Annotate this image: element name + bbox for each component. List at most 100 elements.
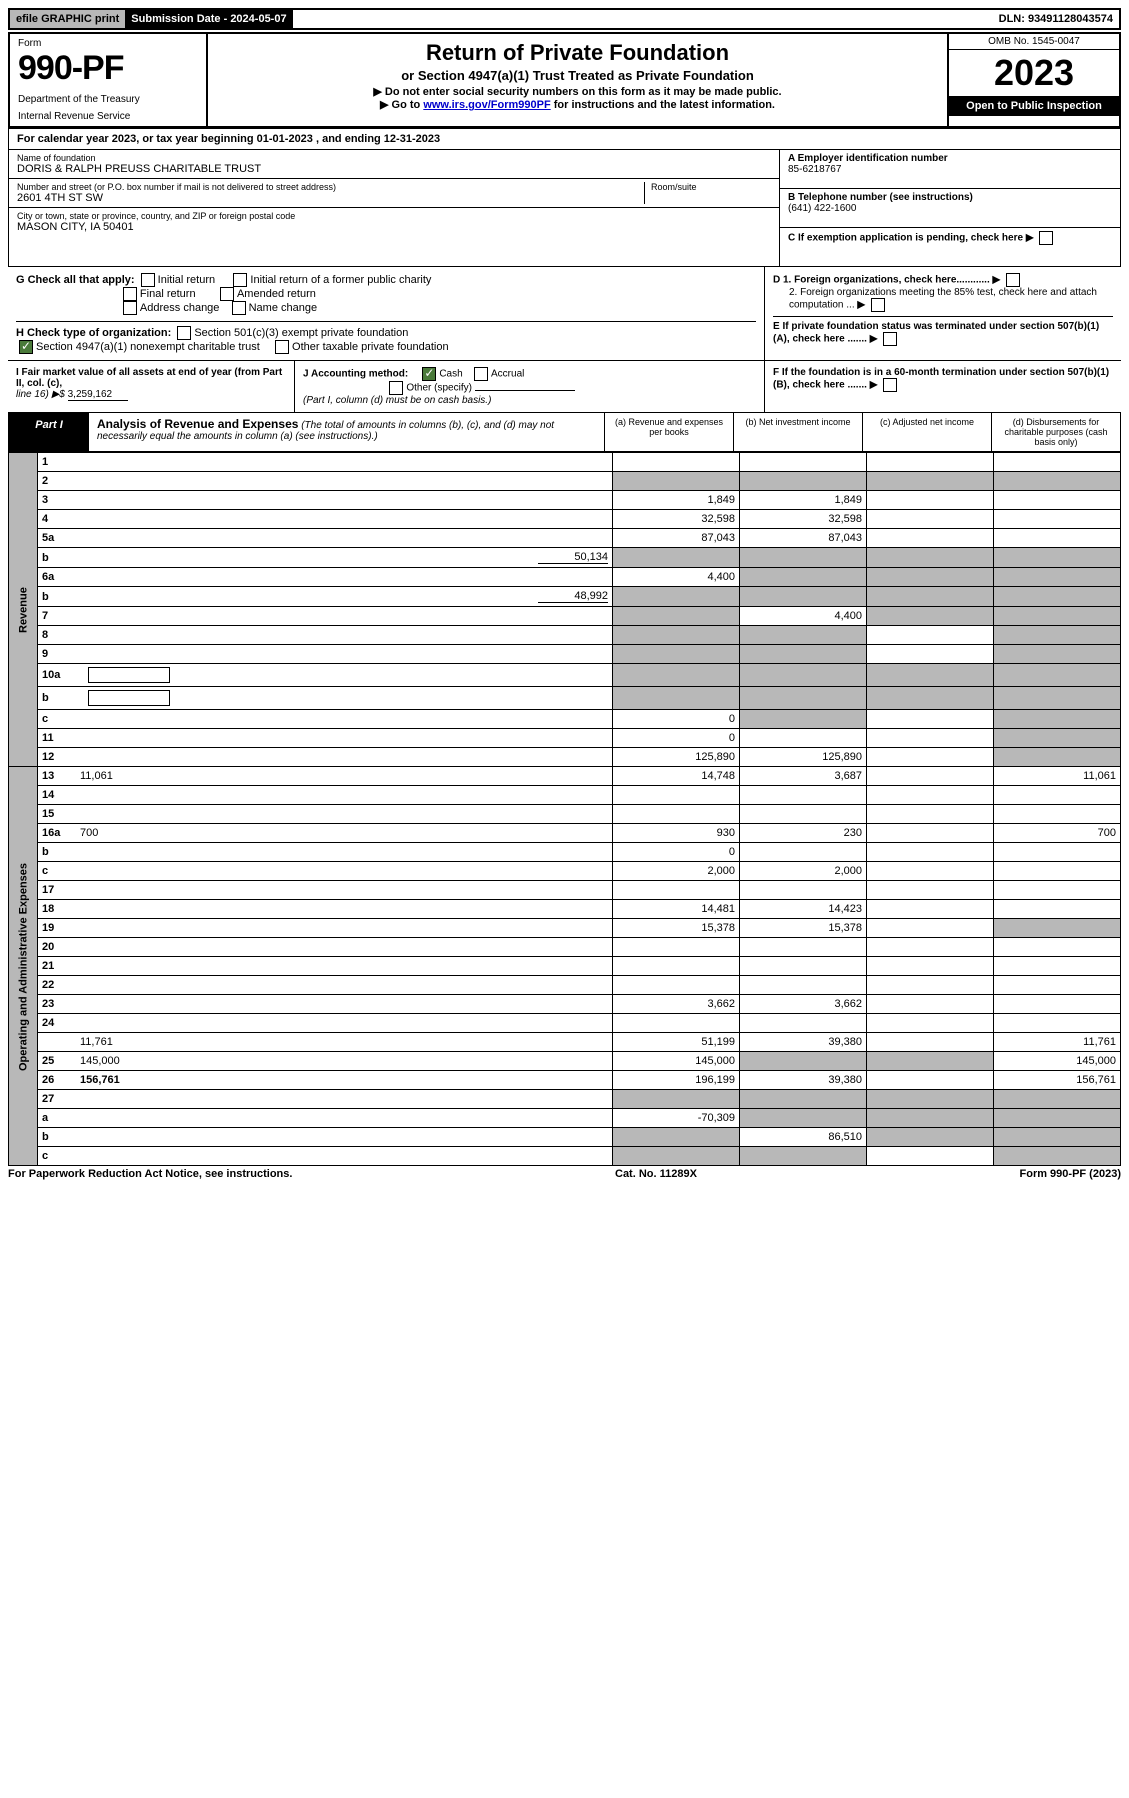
exemption-cell: C If exemption application is pending, c… xyxy=(780,228,1120,266)
col-b-value: 125,890 xyxy=(740,748,867,767)
cash-checkbox[interactable] xyxy=(422,367,436,381)
form-subtitle: or Section 4947(a)(1) Trust Treated as P… xyxy=(218,68,937,83)
exemption-label: C If exemption application is pending, c… xyxy=(788,233,1023,244)
col-a-value: 125,890 xyxy=(613,748,740,767)
col-c-value xyxy=(867,453,994,472)
col-d-value xyxy=(994,710,1121,729)
col-c-value xyxy=(867,1090,994,1109)
dept-treasury: Department of the Treasury xyxy=(18,94,198,105)
final-return-checkbox[interactable] xyxy=(123,287,137,301)
col-c-value xyxy=(867,1014,994,1033)
col-a-value: 0 xyxy=(613,729,740,748)
goto-pre: ▶ Go to xyxy=(380,99,423,111)
initial-former-checkbox[interactable] xyxy=(233,273,247,287)
line-number: 14 xyxy=(38,786,77,805)
fmv-value: 3,259,162 xyxy=(68,389,128,401)
col-b-value: 2,000 xyxy=(740,862,867,881)
col-c-header: (c) Adjusted net income xyxy=(862,413,991,451)
col-b-value xyxy=(740,843,867,862)
col-c-value xyxy=(867,938,994,957)
line-description xyxy=(76,748,613,767)
col-d-value xyxy=(994,995,1121,1014)
4947a1-checkbox[interactable] xyxy=(19,340,33,354)
form-number: 990-PF xyxy=(18,49,198,88)
col-b-value xyxy=(740,1090,867,1109)
col-b-value: 3,662 xyxy=(740,995,867,1014)
line-description xyxy=(76,1090,613,1109)
addr-label: Number and street (or P.O. box number if… xyxy=(17,182,644,192)
part1-title: Analysis of Revenue and Expenses xyxy=(97,417,298,431)
line-number xyxy=(38,1033,77,1052)
foreign-85-checkbox[interactable] xyxy=(871,298,885,312)
ein-cell: A Employer identification number 85-6218… xyxy=(780,150,1120,189)
amended-return-checkbox[interactable] xyxy=(220,287,234,301)
line-number: 19 xyxy=(38,919,77,938)
col-c-value xyxy=(867,1147,994,1166)
table-row: 11 0 xyxy=(9,729,1121,748)
address-change-checkbox[interactable] xyxy=(123,301,137,315)
exemption-checkbox[interactable] xyxy=(1039,231,1053,245)
table-row: 22 xyxy=(9,976,1121,995)
col-b-value xyxy=(740,976,867,995)
line-description: 50,134 xyxy=(76,548,613,568)
col-d-value xyxy=(994,687,1121,710)
other-method-checkbox[interactable] xyxy=(389,381,403,395)
col-a-value: 4,400 xyxy=(613,568,740,587)
h-opt1: Section 501(c)(3) exempt private foundat… xyxy=(194,327,408,339)
col-b-value: 39,380 xyxy=(740,1033,867,1052)
line-number: 11 xyxy=(38,729,77,748)
line-number: 4 xyxy=(38,510,77,529)
col-a-value: 145,000 xyxy=(613,1052,740,1071)
e-label: E If private foundation status was termi… xyxy=(773,321,1099,345)
foreign-org-checkbox[interactable] xyxy=(1006,273,1020,287)
col-b-value xyxy=(740,957,867,976)
line-description xyxy=(76,729,613,748)
other-specify-line xyxy=(475,390,575,391)
col-c-value xyxy=(867,626,994,645)
col-d-value xyxy=(994,587,1121,607)
line-description xyxy=(76,976,613,995)
60month-checkbox[interactable] xyxy=(883,378,897,392)
501c3-checkbox[interactable] xyxy=(177,326,191,340)
section-i-j-f: I Fair market value of all assets at end… xyxy=(8,361,1121,413)
col-a-value xyxy=(613,1014,740,1033)
line-number: 7 xyxy=(38,607,77,626)
col-d-value xyxy=(994,748,1121,767)
col-a-value xyxy=(613,1128,740,1147)
col-d-value xyxy=(994,1090,1121,1109)
table-row: 31,8491,849 xyxy=(9,491,1121,510)
col-a-value xyxy=(613,472,740,491)
line-description xyxy=(76,900,613,919)
col-c-value xyxy=(867,529,994,548)
tax-year: 2023 xyxy=(949,50,1119,96)
name-label: Name of foundation xyxy=(17,153,771,163)
city-state-zip: MASON CITY, IA 50401 xyxy=(17,221,771,233)
section-g-h-left: G Check all that apply: Initial return I… xyxy=(8,267,764,360)
col-c-value xyxy=(867,510,994,529)
col-a-value: 1,849 xyxy=(613,491,740,510)
line-description: 11,061 xyxy=(76,767,613,786)
line-description xyxy=(76,687,613,710)
col-c-value xyxy=(867,548,994,568)
col-b-value xyxy=(740,1147,867,1166)
col-b-value xyxy=(740,1052,867,1071)
col-b-value xyxy=(740,645,867,664)
line-number: 17 xyxy=(38,881,77,900)
col-b-value xyxy=(740,548,867,568)
line-number: 23 xyxy=(38,995,77,1014)
col-d-value xyxy=(994,453,1121,472)
table-row: 21 xyxy=(9,957,1121,976)
initial-return-checkbox[interactable] xyxy=(141,273,155,287)
col-b-value: 39,380 xyxy=(740,1071,867,1090)
efile-label[interactable]: efile GRAPHIC print xyxy=(10,10,125,28)
g-opt2: Initial return of a former public charit… xyxy=(250,274,431,286)
instructions-link[interactable]: www.irs.gov/Form990PF xyxy=(423,99,550,111)
name-change-checkbox[interactable] xyxy=(232,301,246,315)
col-b-value xyxy=(740,938,867,957)
col-b-value: 32,598 xyxy=(740,510,867,529)
col-a-value: 196,199 xyxy=(613,1071,740,1090)
street-address: 2601 4TH ST SW xyxy=(17,192,644,204)
accrual-checkbox[interactable] xyxy=(474,367,488,381)
terminated-checkbox[interactable] xyxy=(883,332,897,346)
other-taxable-checkbox[interactable] xyxy=(275,340,289,354)
